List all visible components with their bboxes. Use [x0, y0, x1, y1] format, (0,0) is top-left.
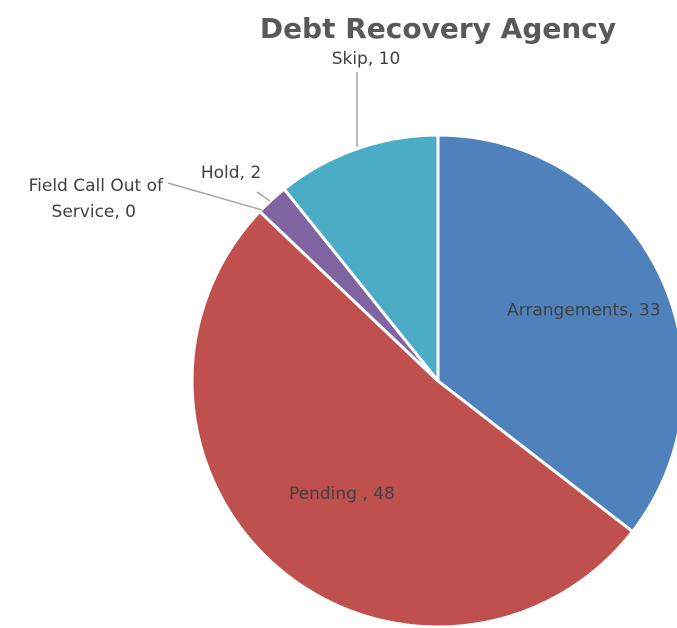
- leader-lines: [167, 72, 358, 211]
- data-label-skip: Skip, 10: [332, 49, 401, 69]
- leader-line-field-call-out-of-service: [167, 182, 263, 211]
- data-label-field-call-out-of-service: Field Call Out of Service, 0: [29, 176, 164, 222]
- pie-slice-arrangements: [436, 133, 677, 534]
- data-label-hold: Hold, 2: [201, 163, 261, 183]
- leader-line-hold: [256, 191, 271, 202]
- data-labels: Arrangements, 33 Pending , 48 Field Call O…: [29, 49, 661, 504]
- data-label-pending: Pending , 48: [289, 484, 395, 504]
- data-label-arrangements: Arrangements, 33: [507, 301, 661, 321]
- chart-title: Debt Recovery Agency: [260, 12, 616, 45]
- pie-slice-skip: [282, 133, 440, 383]
- pie-slices: [190, 133, 677, 628]
- pie-slice-pending: [190, 210, 635, 628]
